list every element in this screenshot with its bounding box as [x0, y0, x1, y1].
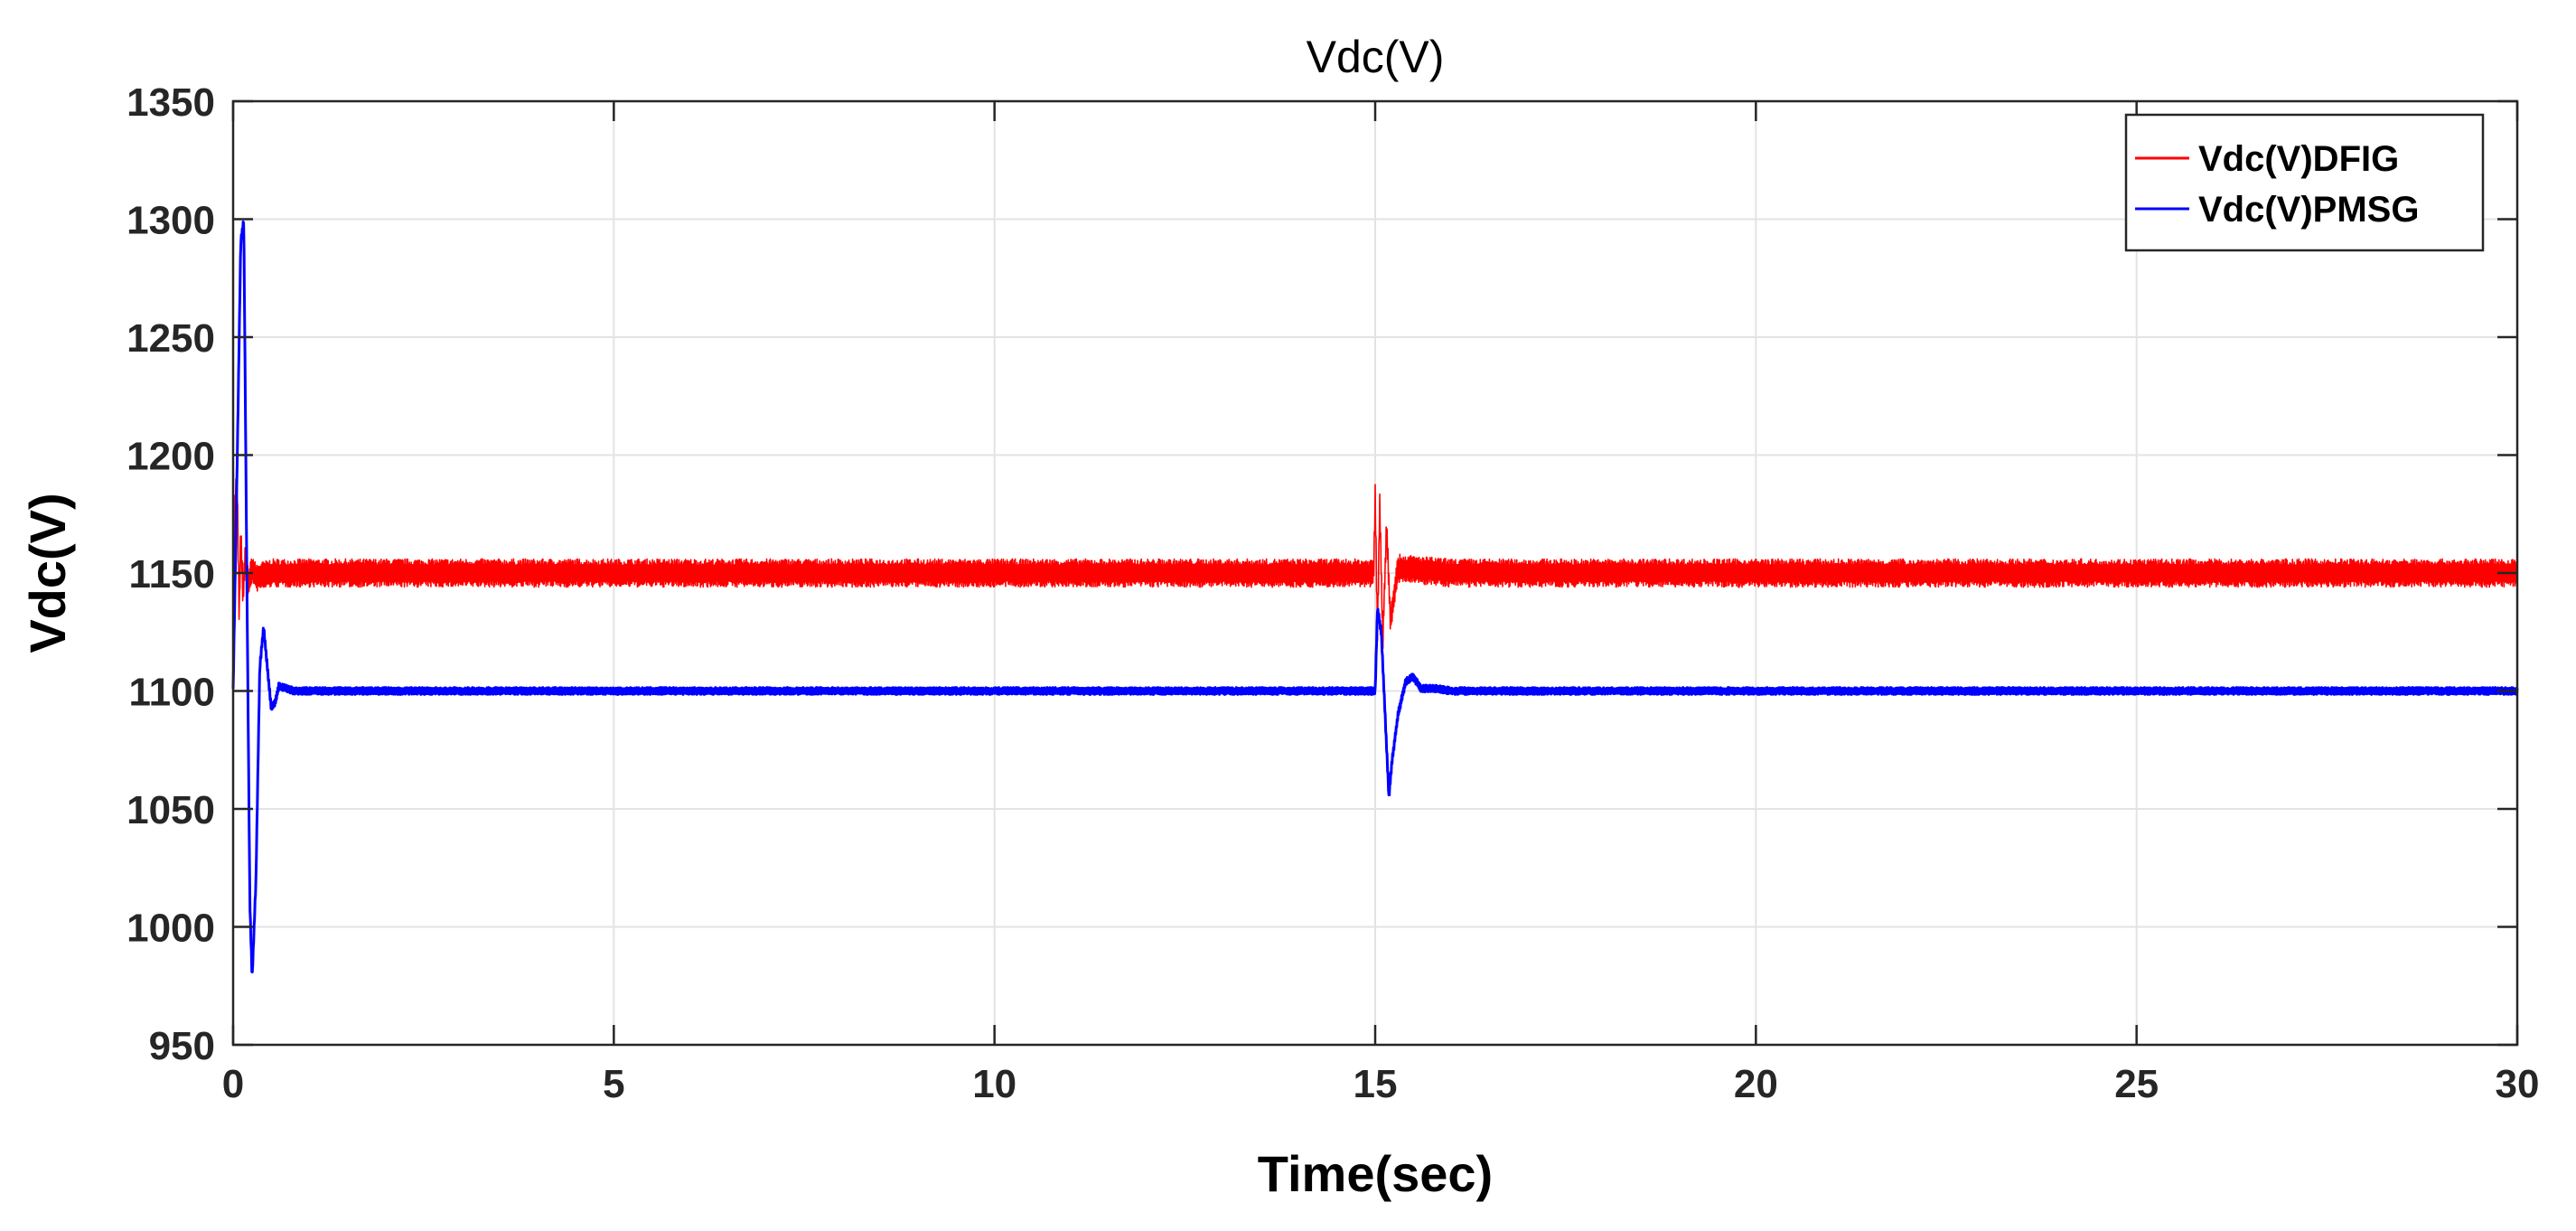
x-tick-label: 20 [1734, 1062, 1778, 1106]
x-tick-label: 25 [2114, 1062, 2159, 1106]
y-tick-label: 1100 [129, 671, 215, 715]
legend-label: Vdc(V)DFIG [2198, 139, 2399, 179]
y-tick-label: 1300 [126, 199, 215, 243]
x-tick-label: 30 [2496, 1062, 2540, 1106]
axis-ticks: 0 5 10 15 20 25 30 950 1000 1050 1100 1150 1200 1250 1… [126, 80, 2539, 1106]
y-tick-label: 1150 [129, 552, 215, 597]
y-tick-label: 950 [149, 1024, 215, 1068]
x-tick-label: 0 [222, 1062, 244, 1106]
y-axis-label: Vdc(V) [19, 493, 76, 653]
x-tick-label: 15 [1354, 1062, 1398, 1106]
legend-box [2124, 113, 2485, 252]
x-tick-label: 5 [603, 1062, 624, 1106]
legend-label: Vdc(V)PMSG [2198, 190, 2419, 230]
series-line-dfig [232, 456, 2518, 683]
chart-title: Vdc(V) [1307, 32, 1445, 82]
y-tick-label: 1000 [126, 907, 215, 951]
series-line-pmsg [231, 220, 2519, 973]
x-axis-label: Time(sec) [1258, 1145, 1493, 1202]
y-tick-label: 1200 [126, 435, 215, 479]
x-tick-label: 10 [972, 1062, 1016, 1106]
y-tick-label: 1350 [126, 80, 215, 125]
y-tick-label: 1050 [126, 788, 215, 832]
y-tick-label: 1250 [126, 316, 215, 361]
legend: Vdc(V)DFIG Vdc(V)PMSG [2124, 113, 2485, 252]
series-layer [231, 220, 2519, 973]
